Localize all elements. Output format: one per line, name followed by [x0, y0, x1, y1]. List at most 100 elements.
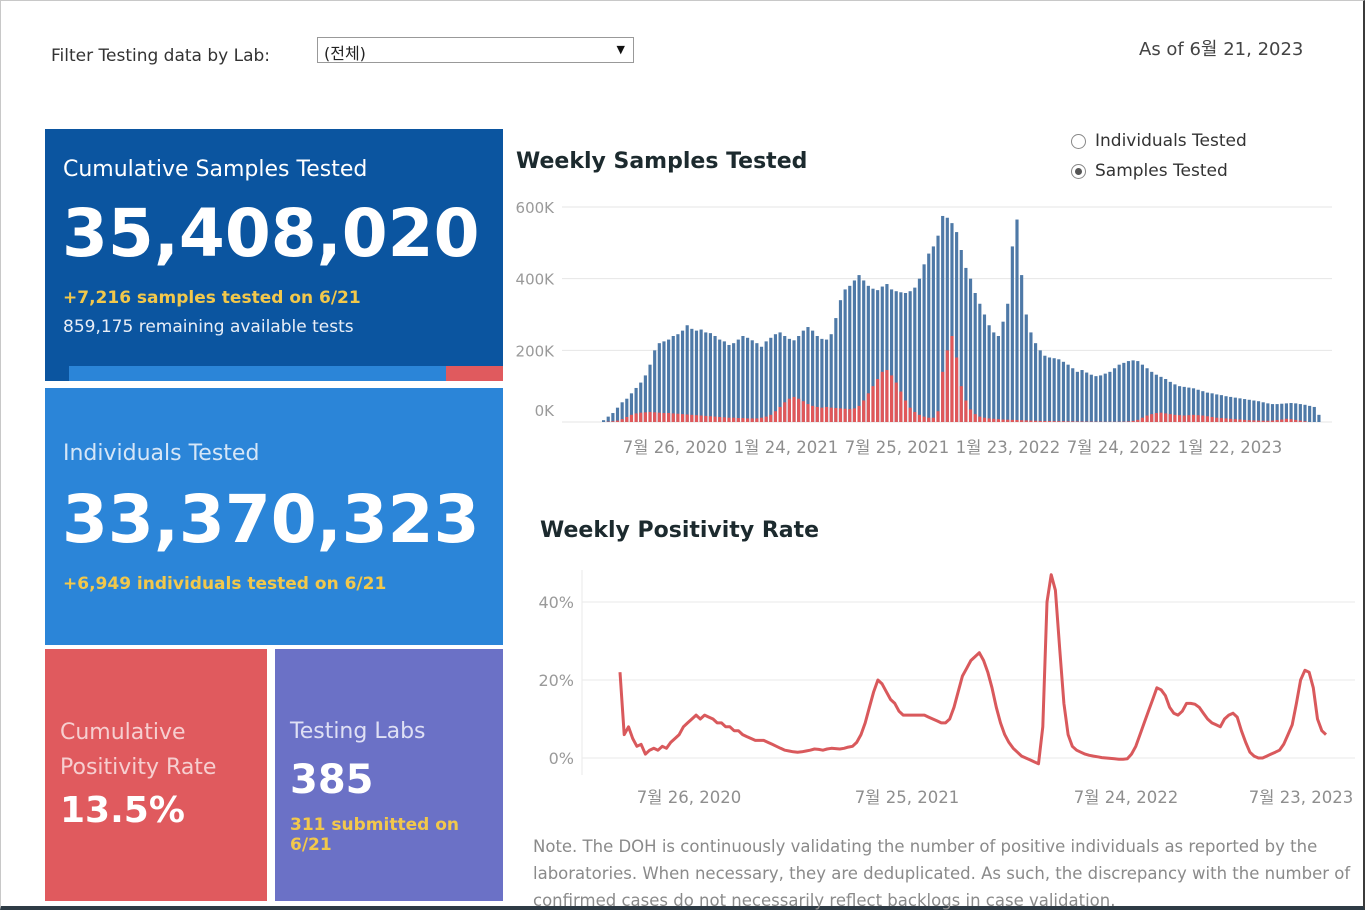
positive-bar: [1196, 415, 1200, 422]
positive-bar: [736, 418, 740, 422]
positivity-value: 13.5%: [60, 790, 185, 831]
positive-bar: [987, 418, 991, 422]
positive-bar: [1052, 421, 1056, 422]
positive-bar: [899, 391, 903, 422]
samples-bar: [917, 278, 922, 422]
positive-bar: [992, 418, 996, 422]
weekly-positivity-chart: 0% 20% 40% 7월 26, 2020 7월 25, 2021 7월 24, 202…: [538, 570, 1355, 807]
toggle-samples-tested[interactable]: Samples Tested: [1071, 161, 1228, 181]
positive-bar: [1252, 420, 1256, 422]
positive-bar: [968, 409, 973, 422]
positive-bar: [1075, 421, 1079, 422]
samples-bar: [931, 246, 935, 422]
positive-bar: [1126, 421, 1131, 422]
samples-bar: [955, 232, 959, 422]
positive-bar: [801, 401, 805, 422]
individuals-tested-value: 33,370,323: [62, 481, 480, 558]
samples-bar: [866, 285, 870, 422]
toggle-individuals-tested[interactable]: Individuals Tested: [1071, 131, 1247, 151]
positive-bar: [639, 412, 643, 422]
positive-bar: [1020, 420, 1024, 422]
samples-bar: [811, 330, 815, 422]
positive-bar: [657, 412, 661, 422]
positive-bar: [1266, 420, 1270, 422]
positive-bar: [773, 411, 778, 422]
samples-bar: [671, 336, 675, 422]
samples-bar: [992, 332, 996, 422]
testing-labs-card: Testing Labs 385 311 submitted on 6/21: [275, 649, 503, 901]
positive-bar: [1275, 420, 1279, 422]
positive-bar: [1164, 413, 1168, 422]
positive-bar: [917, 414, 922, 422]
cumulative-samples-title: Cumulative Samples Tested: [63, 157, 368, 182]
positive-bar: [1294, 419, 1298, 422]
samples-bar: [792, 340, 796, 422]
samples-bar: [722, 341, 726, 422]
samples-bar: [824, 339, 829, 422]
positivity-title-line1: Cumulative: [60, 720, 186, 745]
positive-bar: [890, 375, 894, 422]
dropdown-arrow-icon: ▼: [616, 43, 625, 56]
positive-bar: [973, 414, 977, 422]
samples-bar: [1024, 314, 1028, 422]
samples-bar: [1010, 246, 1014, 422]
positive-bar: [1140, 417, 1144, 422]
samples-bar: [1191, 388, 1196, 422]
positive-bar: [1187, 415, 1191, 422]
line-y-tick-label: 0%: [549, 749, 574, 768]
positive-bar: [1280, 419, 1284, 422]
samples-bar: [680, 330, 685, 422]
samples-bar: [1117, 364, 1121, 422]
positive-bar: [694, 415, 699, 422]
positive-bar: [667, 413, 671, 422]
samples-bar: [838, 300, 843, 422]
positive-bar: [732, 417, 736, 422]
positive-bar: [964, 400, 968, 422]
positive-bar: [1150, 414, 1154, 422]
positive-bar: [699, 415, 703, 422]
positive-bar: [1136, 419, 1140, 422]
positive-bar: [1006, 419, 1010, 422]
positive-bar: [708, 416, 712, 422]
cumulative-samples-card: Cumulative Samples Tested 35,408,020 +7,…: [45, 129, 503, 381]
positive-bar: [876, 379, 880, 422]
positive-bar: [950, 336, 954, 422]
samples-bar: [1034, 343, 1038, 422]
positive-bar: [653, 412, 657, 422]
samples-bar: [634, 387, 638, 422]
positive-bar: [880, 371, 884, 422]
samples-bar: [1238, 398, 1242, 422]
samples-bar: [699, 329, 703, 422]
samples-bar: [1303, 404, 1307, 422]
cumulative-positivity-card: Cumulative Positivity Rate 13.5%: [45, 649, 267, 901]
samples-bar: [1089, 374, 1093, 422]
samples-bar: [927, 253, 931, 422]
samples-bar: [903, 293, 908, 422]
samples-bar: [1108, 371, 1112, 422]
samples-bar: [797, 336, 801, 422]
radio-samples-icon: [1071, 163, 1086, 179]
samples-bar: [1015, 219, 1019, 422]
lab-filter-select[interactable]: (전체) ▼: [317, 37, 634, 63]
positive-bar: [1057, 421, 1061, 422]
samples-bar: [657, 343, 661, 422]
samples-bar: [1006, 303, 1010, 422]
positive-bar: [1043, 420, 1047, 422]
samples-bar: [1094, 376, 1098, 422]
samples-bar: [713, 336, 717, 422]
samples-bar: [1224, 396, 1228, 422]
samples-bar: [1145, 368, 1149, 422]
samples-bar: [871, 288, 875, 422]
positive-bar: [1066, 421, 1070, 422]
remaining-tests: 859,175 remaining available tests: [63, 317, 354, 337]
line-x-tick-label: 7월 26, 2020: [637, 788, 741, 807]
samples-bar: [629, 393, 634, 422]
positive-bar: [829, 407, 833, 422]
samples-bar: [1196, 389, 1200, 422]
positive-bar: [787, 398, 791, 422]
samples-bar: [982, 314, 987, 422]
positive-bar: [927, 417, 931, 422]
samples-bar: [1312, 406, 1316, 422]
samples-bar: [908, 291, 912, 422]
